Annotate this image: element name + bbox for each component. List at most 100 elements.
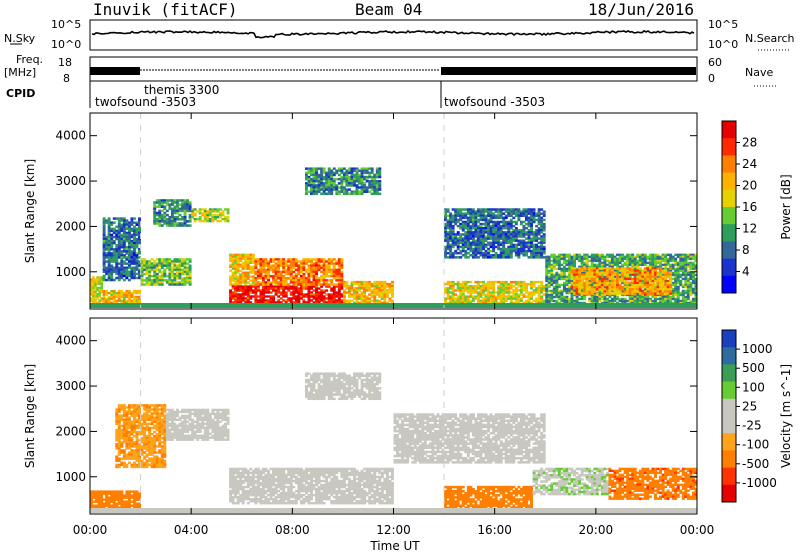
power-echo-cell: [528, 283, 531, 285]
power-echo-cell: [459, 227, 462, 229]
power-echo-cell: [669, 260, 672, 262]
power-echo-cell: [181, 264, 184, 266]
power-echo-cell: [512, 217, 515, 219]
power-echo-cell: [500, 217, 503, 219]
power-echo-cell: [254, 283, 257, 285]
power-echo-cell: [543, 229, 546, 231]
power-echo-cell: [533, 300, 536, 302]
power-echo-cell: [522, 289, 525, 291]
power-echo-cell: [138, 242, 141, 244]
power-echo-cell: [530, 298, 533, 300]
power-echo-cell: [573, 286, 576, 288]
power-echo-cell: [608, 256, 611, 258]
power-echo-cell: [469, 250, 472, 252]
power-echo-cell: [558, 278, 561, 280]
power-echo-cell: [216, 220, 219, 222]
power-echo-cell: [166, 281, 169, 283]
power-echo-cell: [472, 291, 475, 293]
power-echo-cell: [646, 262, 649, 264]
power-echo-cell: [120, 230, 123, 232]
power-echo-cell: [538, 256, 541, 258]
power-echo-cell: [351, 193, 354, 195]
power-echo-cell: [313, 297, 316, 299]
power-echo-cell: [512, 221, 515, 223]
power-echo-cell: [368, 167, 371, 169]
power-echo-cell: [249, 262, 252, 264]
power-echo-cell: [163, 264, 166, 266]
power-echo-cell: [227, 220, 230, 222]
power-echo-cell: [353, 170, 356, 172]
power-echo-cell: [125, 252, 128, 254]
power-echo-cell: [356, 180, 359, 182]
power-echo-cell: [487, 256, 490, 258]
power-echo-cell: [512, 298, 515, 300]
power-echo-cell: [151, 269, 154, 271]
power-echo-cell: [105, 273, 108, 275]
power-echo-cell: [315, 283, 318, 285]
power-echo-cell: [467, 248, 470, 250]
power-echo-cell: [173, 269, 176, 271]
power-echo-cell: [277, 283, 280, 285]
power-echo-cell: [179, 203, 182, 205]
power-echo-cell: [543, 289, 546, 291]
power-echo-cell: [606, 264, 609, 266]
power-echo-cell: [348, 188, 351, 190]
power-echo-cell: [325, 289, 328, 291]
power-echo-cell: [313, 289, 316, 291]
power-echo-cell: [333, 277, 336, 279]
power-echo-cell: [318, 190, 321, 192]
power-echo-cell: [689, 268, 692, 270]
power-echo-cell: [459, 246, 462, 248]
nsearch-label: N.Search: [745, 32, 795, 45]
power-echo-cell: [487, 244, 490, 246]
power-echo-cell: [282, 295, 285, 297]
power-echo-cell: [368, 186, 371, 188]
power-echo-cell: [118, 300, 121, 302]
power-echo-cell: [533, 293, 536, 295]
power-echo-cell: [687, 258, 690, 260]
power-echo-cell: [512, 285, 515, 287]
power-echo-cell: [125, 262, 128, 264]
power-echo-cell: [176, 283, 179, 285]
power-echo-cell: [462, 217, 465, 219]
power-echo-cell: [358, 298, 361, 300]
power-echo-cell: [310, 174, 313, 176]
power-echo-cell: [272, 260, 275, 262]
power-echo-cell: [330, 283, 333, 285]
power-echo-cell: [211, 210, 214, 212]
power-echo-cell: [689, 278, 692, 280]
power-echo-cell: [677, 282, 680, 284]
power-echo-cell: [143, 279, 146, 281]
power-echo-cell: [265, 291, 268, 293]
power-echo-cell: [517, 219, 520, 221]
power-echo-cells: [90, 113, 697, 309]
power-echo-cell: [280, 283, 283, 285]
power-echo-cell: [308, 172, 311, 174]
power-echo-cell: [335, 279, 338, 281]
power-echo-cell: [689, 294, 692, 296]
power-echo-cell: [689, 258, 692, 260]
power-echo-cell: [176, 277, 179, 279]
power-echo-cell: [259, 277, 262, 279]
power-echo-cell: [320, 188, 323, 190]
power-echo-cell: [581, 286, 584, 288]
power-echo-cell: [538, 223, 541, 225]
power-echo-cell: [573, 292, 576, 294]
power-echo-cell: [530, 256, 533, 258]
power-echo-cell: [358, 289, 361, 291]
nsky-series: [92, 31, 694, 38]
power-echo-cell: [679, 270, 682, 272]
power-echo-cell: [674, 254, 677, 256]
power-echo-cell: [105, 221, 108, 223]
power-echo-cell: [330, 275, 333, 277]
power-echo-cell: [166, 275, 169, 277]
power-echo-cell: [252, 291, 255, 293]
power-echo-cell: [515, 283, 518, 285]
power-echo-cell: [528, 256, 531, 258]
power-echo-cell: [672, 268, 675, 270]
power-echo-cell: [674, 294, 677, 296]
power-echo-cell: [189, 220, 192, 222]
power-echo-cell: [588, 278, 591, 280]
power-echo-cell: [113, 271, 116, 273]
power-echo-cell: [310, 287, 313, 289]
